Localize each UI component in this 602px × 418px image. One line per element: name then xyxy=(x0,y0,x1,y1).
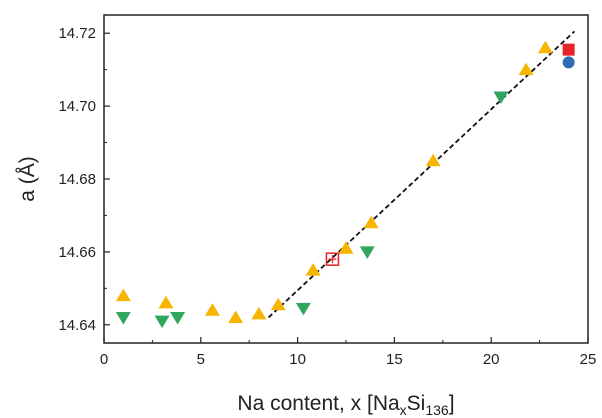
y-tick-label: 14.70 xyxy=(58,98,96,115)
data-point-triangle-up xyxy=(537,40,553,54)
y-axis-title: a (Å) xyxy=(16,156,39,202)
x-axis-title-main: Na content, x [Na xyxy=(237,392,400,415)
y-tick-label: 14.66 xyxy=(58,244,96,261)
fit-line xyxy=(267,30,576,319)
data-point-triangle-up xyxy=(228,310,244,323)
data-point-triangle-down xyxy=(170,311,186,325)
x-axis-title: Na content, x [NaxSi136] xyxy=(237,392,454,418)
x-axis: 0 5 10 15 20 25 xyxy=(100,337,597,368)
x-axis-title-sub-x: x xyxy=(400,402,407,418)
x-tick-label: 15 xyxy=(386,351,403,368)
y-tick-label: 14.64 xyxy=(58,317,96,334)
data-point-triangle-up xyxy=(363,215,379,229)
data-point-triangle-up xyxy=(305,263,321,276)
data-point-triangle-up xyxy=(425,153,441,167)
x-axis-title-end: ] xyxy=(449,392,455,415)
data-point-triangle-up xyxy=(270,297,286,311)
data-point-triangle-up xyxy=(115,288,131,302)
data-point-triangle-up xyxy=(338,241,354,254)
y-axis: 14.64 14.66 14.68 14.70 14.72 xyxy=(58,25,110,334)
data-point-square xyxy=(562,43,575,56)
x-axis-title-sub-136: 136 xyxy=(425,402,449,418)
data-point-triangle-down xyxy=(493,91,509,104)
fit-line-layer xyxy=(267,30,576,319)
x-tick-label: 20 xyxy=(483,351,500,368)
data-point-triangle-up xyxy=(518,62,534,76)
plot-frame xyxy=(103,14,589,344)
data-points xyxy=(115,40,575,329)
data-point-triangle-down xyxy=(115,311,131,325)
x-tick-label: 0 xyxy=(100,351,108,368)
data-point-triangle-down xyxy=(154,315,170,329)
marker-outline xyxy=(325,252,340,266)
x-tick-label: 10 xyxy=(289,351,306,368)
x-tick-label: 5 xyxy=(197,351,205,368)
data-point-triangle-up xyxy=(158,295,174,309)
y-tick-label: 14.72 xyxy=(58,25,96,42)
x-tick-label: 25 xyxy=(580,351,597,368)
data-point-triangle-up xyxy=(204,303,220,316)
data-point-open-square-cross xyxy=(325,252,340,266)
data-point-triangle-down xyxy=(359,246,375,259)
data-point-triangle-up xyxy=(251,306,267,320)
x-axis-title-si: Si xyxy=(407,392,426,415)
data-point-circle xyxy=(562,56,575,69)
data-point-triangle-down xyxy=(295,302,311,316)
y-tick-label: 14.68 xyxy=(58,171,96,188)
